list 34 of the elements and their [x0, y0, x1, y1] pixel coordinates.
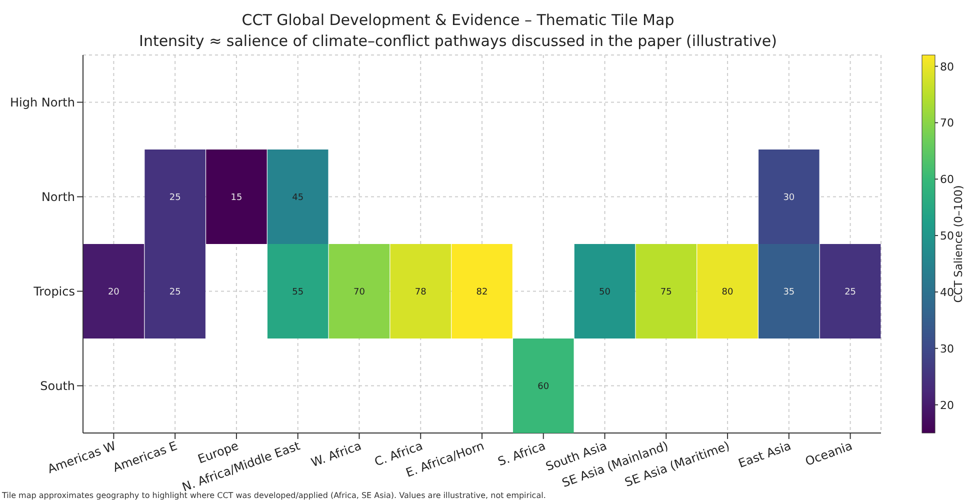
color-bar-label: 70 [940, 116, 954, 130]
y-tick-label: Tropics [32, 284, 75, 299]
data-label: 25 [844, 287, 856, 298]
text: Tile map approximates geography to highlight where CCT was developed/applied (Africa, SE Asia). Values are illustrative, not empirical. [2, 491, 546, 500]
color-bar-label: 30 [940, 342, 954, 356]
chart-title: CCT Global Development & Evidence – Thematic Tile Map [240, 10, 676, 31]
color-bar-label: 40 [940, 286, 954, 299]
data-label: 78 [414, 287, 427, 298]
color-bar-label: 50 [940, 230, 954, 243]
color-bar-label: 20 [940, 398, 954, 412]
y-tick-label: High North [10, 96, 75, 110]
data-label: 20 [108, 287, 120, 298]
x-tick-label: East Asia [736, 438, 793, 471]
y-tick-label: South [40, 379, 75, 394]
data-label: 80 [722, 287, 734, 298]
color-bar-label: 80 [940, 60, 954, 74]
data-label: 55 [292, 287, 304, 298]
data-label: 75 [660, 287, 672, 298]
data-label: 35 [783, 287, 795, 298]
data-label: 25 [169, 192, 181, 203]
data-label: 60 [538, 382, 550, 392]
color-bar-title: CCT Salience (0–100) [952, 185, 965, 303]
x-tick-label: S. Africa [496, 438, 548, 469]
data-label: 82 [476, 287, 488, 298]
data-label: 45 [292, 192, 304, 203]
data-label: 15 [230, 192, 242, 203]
y-tick-label: North [41, 190, 75, 204]
data-label: 30 [783, 192, 795, 203]
data-label: 50 [599, 287, 611, 298]
data-label: 25 [169, 287, 181, 298]
color-bar-label: 60 [940, 173, 954, 186]
chart-subtitle: Intensity ≈ salience of climate–conflict pathways discussed in the paper (illustrative) [138, 31, 778, 52]
data-label: 70 [354, 287, 366, 298]
x-tick-label: W. Africa [309, 438, 364, 470]
